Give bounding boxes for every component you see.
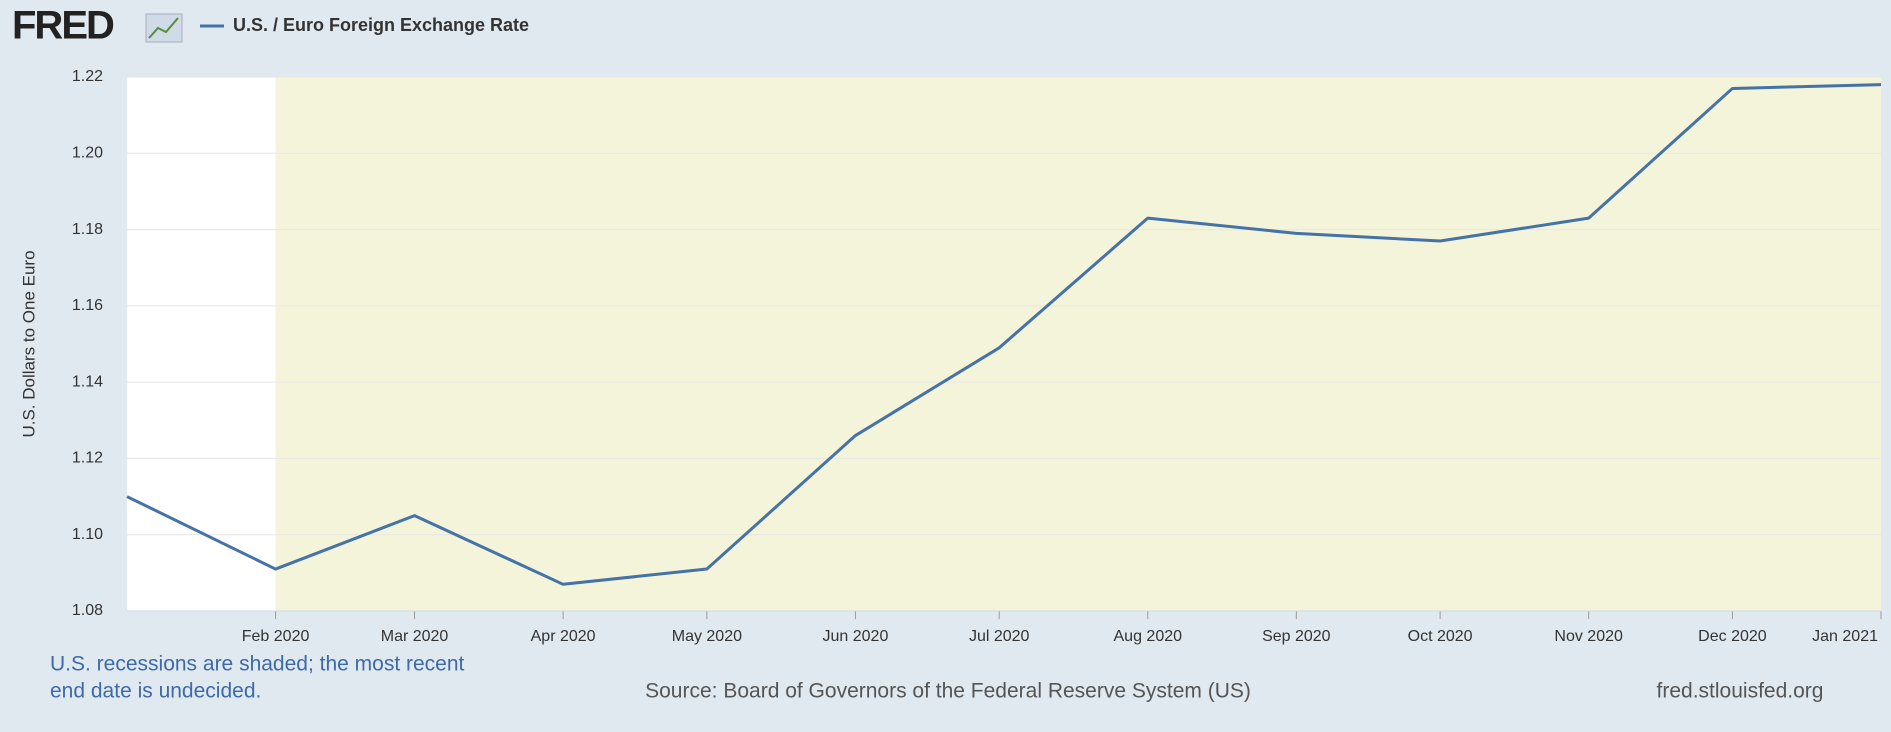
y-tick-label: 1.20 (72, 145, 103, 162)
site: fred.stlouisfed.org (1657, 680, 1824, 703)
note: end date is undecided. (50, 680, 261, 703)
x-tick-label: Aug 2020 (1114, 628, 1183, 645)
note: U.S. recessions are shaded; the most rec… (50, 653, 465, 676)
y-tick-label: 1.14 (72, 373, 103, 390)
recession-shade (275, 77, 1881, 611)
source: Source: Board of Governors of the Federa… (645, 680, 1251, 703)
logo-icon (145, 13, 183, 43)
x-tick-label: May 2020 (672, 628, 742, 645)
y-tick-label: 1.18 (72, 221, 103, 238)
y-axis-label: U.S. Dollars to One Euro (19, 250, 38, 437)
x-tick-label: Sep 2020 (1262, 628, 1331, 645)
y-tick-label: 1.10 (72, 526, 103, 543)
x-tick-label: Jun 2020 (823, 628, 889, 645)
x-tick-label: Oct 2020 (1408, 628, 1473, 645)
legend-label: U.S. / Euro Foreign Exchange Rate (233, 15, 529, 35)
x-tick-label: Dec 2020 (1698, 628, 1767, 645)
y-tick-label: 1.16 (72, 297, 103, 314)
y-tick-label: 1.08 (72, 602, 103, 619)
x-tick-label: Feb 2020 (242, 628, 310, 645)
x-tick-label: Apr 2020 (531, 628, 596, 645)
x-tick-label: Mar 2020 (381, 628, 449, 645)
y-tick-label: 1.12 (72, 450, 103, 467)
logo: FRED (12, 4, 114, 48)
series-line (126, 83, 1882, 586)
y-tick-label: 1.22 (72, 68, 103, 85)
x-tick-label: Nov 2020 (1554, 628, 1623, 645)
x-tick-label: Jul 2020 (969, 628, 1030, 645)
x-tick-label: Jan 2021 (1812, 628, 1878, 645)
